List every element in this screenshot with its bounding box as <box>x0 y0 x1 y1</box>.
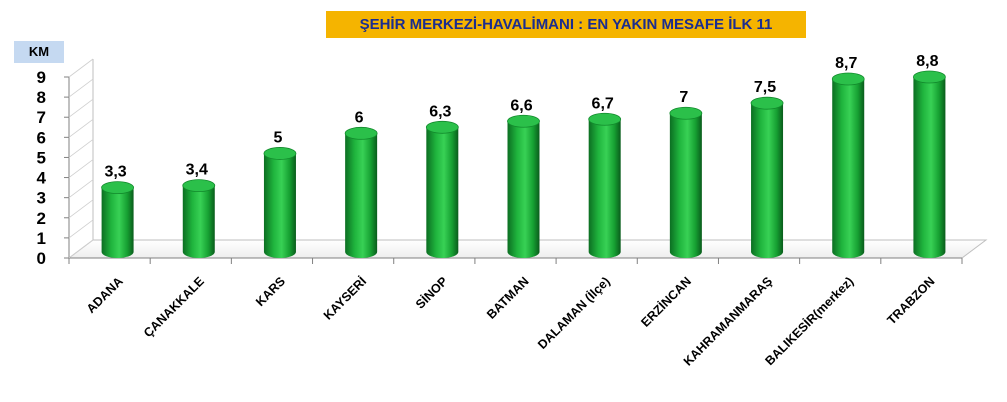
data-label: 3,3 <box>104 164 126 181</box>
data-label: 6,6 <box>510 97 532 114</box>
bar-body <box>263 153 296 258</box>
x-category-label: BALIKESİR(merkez) <box>762 274 857 369</box>
x-category-label: SİNOP <box>412 274 450 312</box>
data-label: 7,5 <box>754 79 776 96</box>
bar-body <box>101 187 134 258</box>
bar <box>101 181 134 258</box>
bar <box>344 126 378 258</box>
x-category-label: KARS <box>253 274 288 309</box>
bar-body <box>182 185 215 258</box>
data-label: 8,7 <box>835 55 857 72</box>
bar <box>750 96 784 259</box>
y-tick-label: 9 <box>37 68 46 87</box>
bar-top <box>344 126 378 140</box>
y-tick-depth-line <box>68 159 94 178</box>
x-category-label: ADANA <box>84 274 126 316</box>
y-tick-label: 4 <box>37 169 47 188</box>
bar-top <box>913 70 946 84</box>
y-tick-label: 7 <box>37 108 46 127</box>
bar <box>669 106 703 258</box>
x-category-label: ÇANAKKALE <box>141 274 207 340</box>
data-label: 6,7 <box>592 95 614 112</box>
bar-body <box>426 127 459 258</box>
bar <box>263 147 297 258</box>
bars-layer <box>101 70 946 259</box>
x-category-label: KAYSERİ <box>320 274 369 323</box>
data-label: 6 <box>355 109 364 126</box>
bar-top <box>588 112 622 126</box>
y-tick-label: 5 <box>37 148 46 167</box>
bar-top <box>101 181 134 195</box>
labels-layer: 01234567893,3ADANA3,4ÇANAKKALE5KARS6KAYS… <box>37 53 939 369</box>
y-tick-label: 1 <box>37 229 46 248</box>
y-tick-label: 0 <box>37 249 46 268</box>
bar-body <box>345 133 378 258</box>
y-tick-depth-line <box>68 78 94 98</box>
y-tick-depth-line <box>68 119 94 138</box>
bar-body <box>588 119 621 258</box>
y-tick-label: 3 <box>37 189 46 208</box>
bar-top <box>425 120 459 134</box>
bar-top <box>750 96 784 110</box>
y-tick-depth-line <box>68 98 94 118</box>
data-label: 5 <box>274 129 283 146</box>
x-category-label: ERZİNCAN <box>638 274 694 330</box>
bar-top <box>669 106 703 120</box>
bar <box>182 179 216 258</box>
bar-top <box>182 179 216 193</box>
data-label: 6,3 <box>429 103 451 120</box>
x-category-label: KAHRAMANMARAŞ <box>681 274 775 368</box>
bar-body <box>913 77 946 259</box>
x-category-label: TRABZON <box>884 274 937 327</box>
bar-body <box>669 113 702 258</box>
y-tick-label: 2 <box>37 209 46 228</box>
y-tick-depth-line <box>68 199 94 219</box>
bar-top <box>831 72 865 86</box>
bar-top <box>263 147 297 160</box>
y-axis-unit-label: KM <box>14 41 64 63</box>
data-label: 7 <box>679 89 688 106</box>
y-tick-depth-line <box>68 179 94 198</box>
bar <box>507 114 540 259</box>
bar <box>588 112 622 258</box>
y-tick-depth-line <box>68 239 94 259</box>
bar <box>831 72 865 259</box>
data-label: 8,8 <box>916 53 938 70</box>
bar-body <box>507 121 540 259</box>
y-tick-depth-line <box>68 139 94 158</box>
y-tick-label: 8 <box>37 88 46 107</box>
bar-body <box>832 79 865 259</box>
bar-body <box>751 103 784 259</box>
chart-title: ŞEHİR MERKEZİ-HAVALİMANI : EN YAKIN MESA… <box>326 11 806 38</box>
bar <box>913 70 946 259</box>
y-tick-label: 6 <box>37 128 46 147</box>
y-tick-depth-line <box>68 58 94 78</box>
x-category-label: DALAMAN (İlçe) <box>534 274 612 352</box>
bar <box>425 120 459 258</box>
data-label: 3,4 <box>186 162 208 179</box>
bar-top <box>507 114 540 128</box>
x-category-label: BATMAN <box>484 274 532 322</box>
y-tick-depth-line <box>68 219 94 239</box>
